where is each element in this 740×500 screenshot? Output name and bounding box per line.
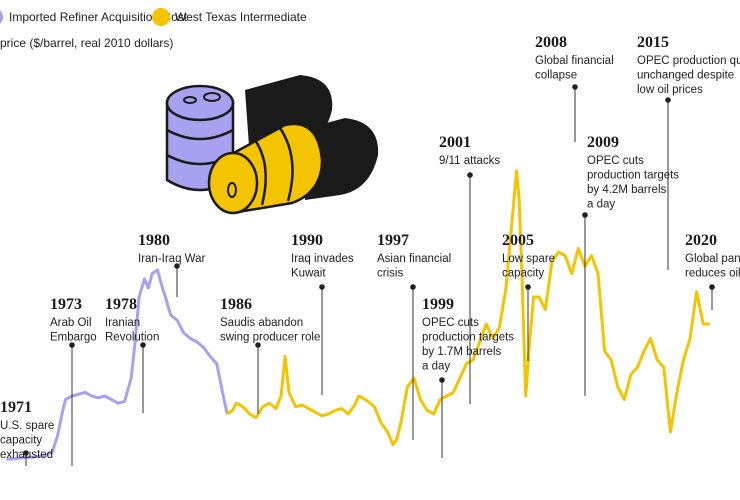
annotation-year: 1973 bbox=[50, 296, 82, 313]
annotation-text: Asian financial bbox=[377, 253, 451, 265]
annotation-text: capacity bbox=[502, 268, 544, 280]
annotation-2015: 2015 OPEC production quota unchanged despi… bbox=[637, 34, 740, 270]
annotation-year: 1980 bbox=[138, 232, 170, 249]
annotation-text: Global financial bbox=[535, 55, 614, 67]
annotation-dot bbox=[69, 342, 75, 348]
annotation-dot bbox=[665, 97, 671, 103]
annotation-text: U.S. spare bbox=[0, 420, 54, 432]
legend-swatch-wti bbox=[152, 8, 170, 26]
annotation-1973: 1973 Arab Oil Embargo bbox=[50, 296, 97, 466]
annotation-text: Revolution bbox=[105, 332, 159, 344]
annotation-year: 2009 bbox=[587, 134, 619, 151]
annotation-year: 2008 bbox=[535, 34, 567, 51]
annotation-year: 1990 bbox=[291, 232, 323, 249]
annotation-year: 2020 bbox=[685, 232, 717, 249]
annotation-1986: 1986 Saudis abandon swing producer role bbox=[220, 296, 320, 414]
annotation-text: collapse bbox=[535, 70, 577, 82]
annotation-2005: 2005 Low spare capacity bbox=[502, 232, 555, 361]
oil-barrels-illustration bbox=[165, 75, 379, 215]
annotation-dot bbox=[140, 342, 146, 348]
annotation-dot bbox=[709, 284, 715, 290]
annotation-text: Iran-Iraq War bbox=[138, 253, 205, 265]
annotation-dot bbox=[319, 284, 325, 290]
legend-label-wti: West Texas Intermediate bbox=[175, 10, 307, 24]
annotation-text: production targets bbox=[422, 332, 514, 344]
annotation-text: Iranian bbox=[105, 317, 140, 329]
annotation-dot bbox=[582, 212, 588, 218]
annotation-text: a day bbox=[587, 199, 615, 211]
annotation-year: 2015 bbox=[637, 34, 669, 51]
series-line-wti bbox=[226, 169, 710, 447]
annotation-text: by 1.7M barrels bbox=[422, 346, 502, 358]
annotation-text: Iraq invades bbox=[291, 253, 354, 265]
annotations-layer: 1971 U.S. spare capacity exhausted 1973 Arab … bbox=[0, 34, 740, 466]
annotation-year: 1999 bbox=[422, 296, 454, 313]
annotation-text: Saudis abandon bbox=[220, 317, 303, 329]
annotation-1990: 1990 Iraq invades Kuwait bbox=[291, 232, 354, 395]
y-axis-label: Oil price ($/barrel, real 2010 dollars) bbox=[0, 36, 173, 50]
annotation-text: 9/11 attacks bbox=[439, 155, 500, 167]
annotation-text: Low spare bbox=[502, 253, 555, 265]
annotation-text: OPEC cuts bbox=[587, 155, 644, 167]
annotation-dot bbox=[255, 342, 261, 348]
annotation-2020: 2020 Global pandemic reduces oil demand bbox=[685, 232, 740, 310]
annotation-dot bbox=[467, 172, 473, 178]
annotation-text: Embargo bbox=[50, 332, 97, 344]
legend-swatch-ira bbox=[0, 10, 3, 24]
annotation-text: low oil prices bbox=[637, 84, 703, 96]
series-line-ira bbox=[6, 268, 229, 461]
annotation-2008: 2008 Global financial collapse bbox=[535, 34, 614, 142]
annotation-text: production targets bbox=[587, 170, 679, 182]
annotation-year: 1997 bbox=[377, 232, 409, 249]
annotation-dot bbox=[410, 284, 416, 290]
annotation-1971: 1971 U.S. spare capacity exhausted bbox=[0, 399, 54, 466]
annotation-text: Kuwait bbox=[291, 268, 326, 280]
legend-label-ira: Imported Refiner Acquisition Cost bbox=[9, 10, 188, 24]
annotation-year: 1978 bbox=[105, 296, 137, 313]
annotation-dot bbox=[525, 284, 531, 290]
annotation-text: unchanged despite bbox=[637, 70, 734, 82]
annotation-text: reduces oil demand bbox=[685, 268, 740, 280]
annotation-1978: 1978 Iranian Revolution bbox=[105, 296, 159, 413]
annotation-text: Global pandemic bbox=[685, 253, 740, 265]
annotation-dot bbox=[174, 263, 180, 269]
annotation-2009: 2009 OPEC cuts production targets by 4.2M b… bbox=[582, 134, 679, 396]
annotation-year: 2005 bbox=[502, 232, 534, 249]
annotation-dot bbox=[23, 450, 29, 456]
annotation-1997: 1997 Asian financial crisis bbox=[377, 232, 451, 440]
annotation-text: by 4.2M barrels bbox=[587, 184, 667, 196]
annotation-text: swing producer role bbox=[220, 332, 320, 344]
series-layer bbox=[6, 169, 710, 461]
annotation-text: exhausted bbox=[0, 449, 53, 461]
annotation-text: crisis bbox=[377, 268, 403, 280]
annotation-year: 2001 bbox=[439, 134, 471, 151]
annotation-dot bbox=[439, 377, 445, 383]
annotation-1999: 1999 OPEC cuts production targets by 1.7M b… bbox=[422, 296, 514, 458]
annotation-dot bbox=[572, 84, 578, 90]
annotation-text: OPEC cuts bbox=[422, 317, 479, 329]
annotation-text: capacity bbox=[0, 435, 42, 447]
annotation-1980: 1980 Iran-Iraq War bbox=[138, 232, 205, 297]
annotation-2001: 2001 9/11 attacks bbox=[439, 134, 500, 404]
annotation-text: OPEC production quota bbox=[637, 55, 740, 67]
barrel-yellow bbox=[207, 122, 324, 215]
annotation-year: 1971 bbox=[0, 399, 32, 416]
annotation-year: 1986 bbox=[220, 296, 252, 313]
annotation-text: a day bbox=[422, 361, 450, 373]
annotation-text: Arab Oil bbox=[50, 317, 92, 329]
